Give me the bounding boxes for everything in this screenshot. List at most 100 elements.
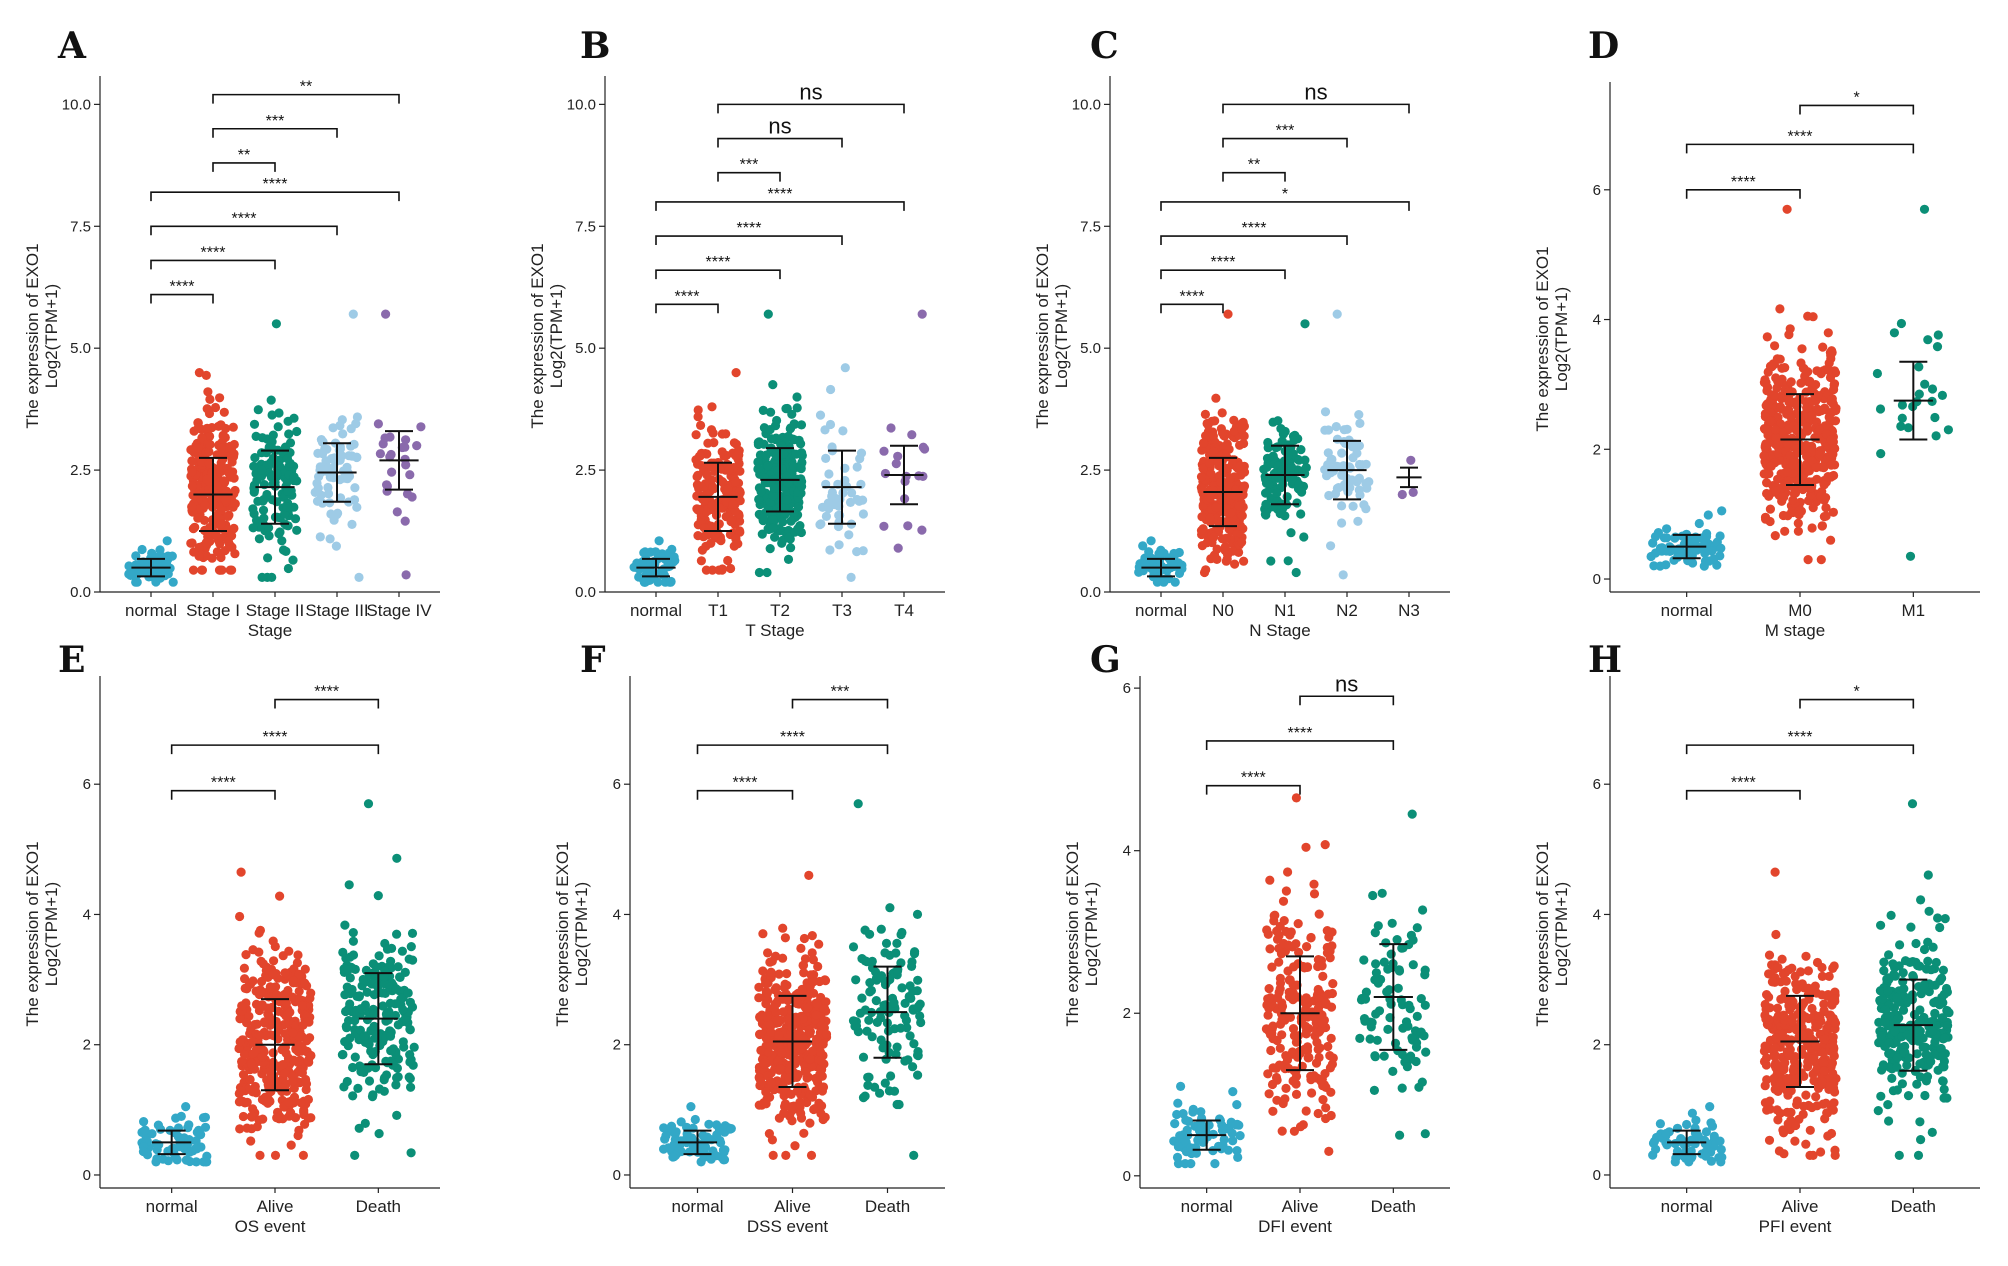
data-point [754,567,765,578]
data-point [1296,509,1306,519]
data-point [1648,538,1658,548]
data-point [1823,1131,1833,1141]
data-point [768,523,778,533]
data-point [1817,1078,1827,1088]
data-point [913,975,923,985]
y-tick-label: 4 [1593,906,1601,923]
data-point [1764,1135,1775,1145]
data-point [789,462,799,472]
data-point [1289,1126,1299,1136]
data-point [1829,961,1839,971]
y-axis-title-line2: Log2(TPM+1) [1552,882,1571,986]
data-point [223,511,233,521]
data-point [155,1124,166,1134]
data-point [1892,992,1902,1003]
error-bar [1187,1119,1227,1151]
data-point [1361,478,1371,489]
data-point [1702,1139,1712,1149]
significance-label: ** [300,79,312,96]
data-point [1348,501,1358,511]
data-point [782,969,792,979]
data-point [250,453,260,463]
data-point [216,443,227,453]
data-point [876,971,887,981]
data-point [375,449,385,459]
data-point [1805,1125,1815,1135]
data-point [286,1140,296,1150]
data-point [1217,428,1228,438]
data-point [1915,1117,1925,1127]
y-tick-label: 0.0 [70,584,91,601]
data-point [238,1111,248,1122]
data-point [1277,436,1287,446]
data-point [871,996,881,1006]
data-point [1337,448,1347,458]
data-point [1313,1108,1323,1119]
data-point [1805,490,1816,500]
data-point [1216,1144,1226,1154]
group-points-death [1355,809,1431,1140]
data-point [332,509,342,520]
data-point [137,544,147,555]
data-point [1228,1136,1238,1146]
data-point [903,521,913,531]
data-point [1232,1146,1242,1156]
data-point [723,484,733,494]
data-point [1313,984,1323,995]
data-point [1796,967,1806,977]
data-point [202,404,212,414]
data-point [1417,1077,1427,1087]
data-point [1772,354,1782,364]
data-point [918,471,928,481]
x-category-label: Alive [257,1197,294,1216]
data-point [1927,1127,1937,1137]
data-point [1828,1032,1838,1042]
data-point [282,502,292,512]
data-point [853,799,863,809]
data-point [867,956,877,967]
data-point [276,993,286,1003]
data-point [1297,487,1307,497]
data-point [1304,1052,1314,1063]
data-point [1920,1090,1930,1101]
data-point [1274,1060,1284,1070]
data-point [1773,448,1783,458]
data-point [1784,1051,1794,1061]
data-point [210,500,220,510]
data-point [913,1047,923,1057]
group-points-alive [754,870,832,1160]
data-point [1801,440,1811,450]
data-point [254,947,264,957]
data-point [391,1080,401,1090]
data-point [1196,472,1207,482]
data-point [1300,469,1310,479]
data-point [693,459,703,469]
data-point [1790,488,1801,498]
data-point [353,1083,363,1093]
significance-label: **** [1211,254,1236,271]
data-point [347,984,357,995]
data-point [1780,526,1790,536]
data-point [1266,1045,1276,1056]
data-point [1701,1127,1711,1137]
x-axis-title: Stage [248,621,292,640]
data-point [406,942,416,952]
data-point [724,465,734,475]
y-tick-label: 4 [83,906,91,923]
data-point [406,1148,416,1158]
data-point [778,517,788,527]
data-point [348,936,358,946]
significance-bracket: ** [212,147,276,172]
data-point [1884,950,1894,960]
data-point [197,433,207,443]
data-point [1326,1087,1336,1097]
error-bar [1780,994,1820,1089]
data-point [289,413,299,423]
data-point [875,1088,885,1098]
data-point [711,522,722,532]
data-point [1265,875,1275,885]
data-point [378,1001,388,1011]
group-points-death [337,799,419,1160]
data-point [1941,983,1952,994]
data-point [1294,947,1304,958]
